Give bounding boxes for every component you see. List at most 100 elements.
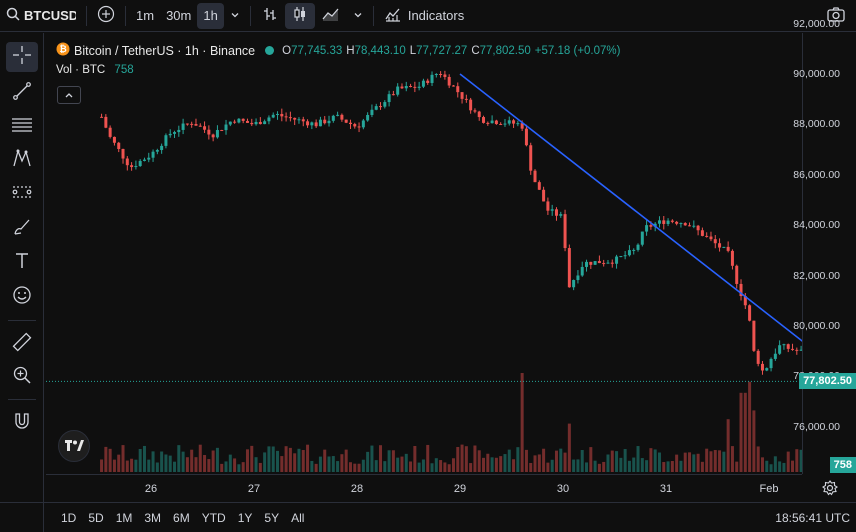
volume-bar [271,446,275,472]
candle [147,157,151,160]
top-toolbar: BTCUSDT 1m 30m 1h [0,0,856,32]
volume-bar [705,448,709,472]
candle [443,74,447,77]
volume-bar [331,456,335,472]
bars-style-button[interactable] [255,3,285,29]
candle [791,348,795,350]
range-1m[interactable]: 1M [115,510,133,525]
candle [344,119,348,123]
trendline-tool[interactable] [6,78,38,108]
text-tool[interactable] [6,248,38,278]
area-chart-icon [321,5,341,26]
candle [662,220,666,224]
candle [516,123,520,125]
range-5y[interactable]: 5Y [264,510,280,525]
volume-bar [507,449,511,472]
range-3m[interactable]: 3M [144,510,162,525]
volume-bar [404,453,408,472]
high-label: H [346,44,355,57]
candle [177,129,181,133]
volume-value: 758 [114,64,134,76]
volume-bar [263,452,267,472]
candles-style-button[interactable] [284,2,315,29]
range-1y[interactable]: 1Y [237,510,253,525]
volume-bar [756,446,760,472]
pattern-tool[interactable] [6,145,38,175]
price-label: 80,000.00 [793,320,840,332]
chart-pane[interactable] [46,33,802,474]
horizontal-lines-tool[interactable] [6,112,38,142]
brush-tool[interactable] [6,214,38,244]
volume-bar [314,463,318,472]
volume-bar [374,460,378,472]
candle [383,102,387,107]
volume-bar [387,450,391,472]
emoji-tool[interactable] [6,282,38,312]
volume-bar [451,458,455,472]
volume-bar [735,461,739,472]
interval-30m[interactable]: 30m [166,8,192,23]
candle [537,182,541,190]
zoom-tool[interactable] [6,362,38,392]
volume-bar [151,451,155,472]
candle [155,150,159,152]
range-5d[interactable]: 5D [88,510,104,525]
prediction-tool[interactable] [6,179,38,209]
candle [245,120,249,123]
candle [379,106,383,108]
range-ytd[interactable]: YTD [201,510,226,525]
chart-type-dropdown[interactable] [347,3,369,29]
range-all[interactable]: All [291,510,305,525]
volume-bar [606,454,610,472]
collapse-legend-button[interactable] [57,86,81,104]
candle [267,117,271,122]
ruler-icon [12,332,32,357]
open-label: O [282,44,292,57]
volume-bar [147,459,151,472]
volume-bar [288,447,292,472]
indicators-button[interactable]: Indicators [378,3,470,29]
camera-icon [826,5,846,26]
candle [125,158,129,166]
range-6m[interactable]: 6M [173,510,190,525]
price-axis[interactable]: 92,000.00 90,000.00 88,000.00 86,000.00 84,0… [793,18,856,474]
candle [340,114,344,120]
candle [280,113,284,117]
axis-settings-button[interactable] [822,480,838,501]
interval-1m[interactable]: 1m [136,8,155,23]
volume-bar [795,449,799,472]
candle [400,86,404,89]
compare-button[interactable] [91,3,121,29]
volume-bar [602,461,606,472]
volume-bar [250,445,254,472]
volume-bar [258,462,262,472]
close-label: C [471,44,480,57]
volume-bar [765,460,769,472]
candle [293,117,297,120]
chevron-up-icon [64,86,74,104]
time-axis[interactable]: 26 27 28 29 30 31 Feb [46,474,802,502]
interval-1h[interactable]: 1h [197,2,224,29]
snapshot-button[interactable] [820,3,852,29]
range-1d[interactable]: 1D [61,510,77,525]
area-style-button[interactable] [315,3,347,29]
candle [477,111,481,118]
volume-bar [447,464,451,472]
crosshair-tool[interactable] [6,42,38,72]
interval-dropdown[interactable] [224,3,246,29]
volume-bar [769,464,773,472]
symbol-search[interactable]: BTCUSDT [0,7,82,24]
price-chart[interactable] [46,33,802,474]
measure-tool[interactable] [6,329,38,359]
trendline-drawing[interactable] [459,73,802,371]
clock[interactable]: 18:56:41 UTC [775,510,850,525]
candle [499,124,503,126]
candle [331,115,335,121]
candle [554,209,558,216]
candle [121,148,125,159]
candle [739,283,743,297]
magnet-tool[interactable] [6,408,38,438]
volume-bar [679,460,683,472]
candle [215,130,219,138]
volume-bar [323,449,327,472]
